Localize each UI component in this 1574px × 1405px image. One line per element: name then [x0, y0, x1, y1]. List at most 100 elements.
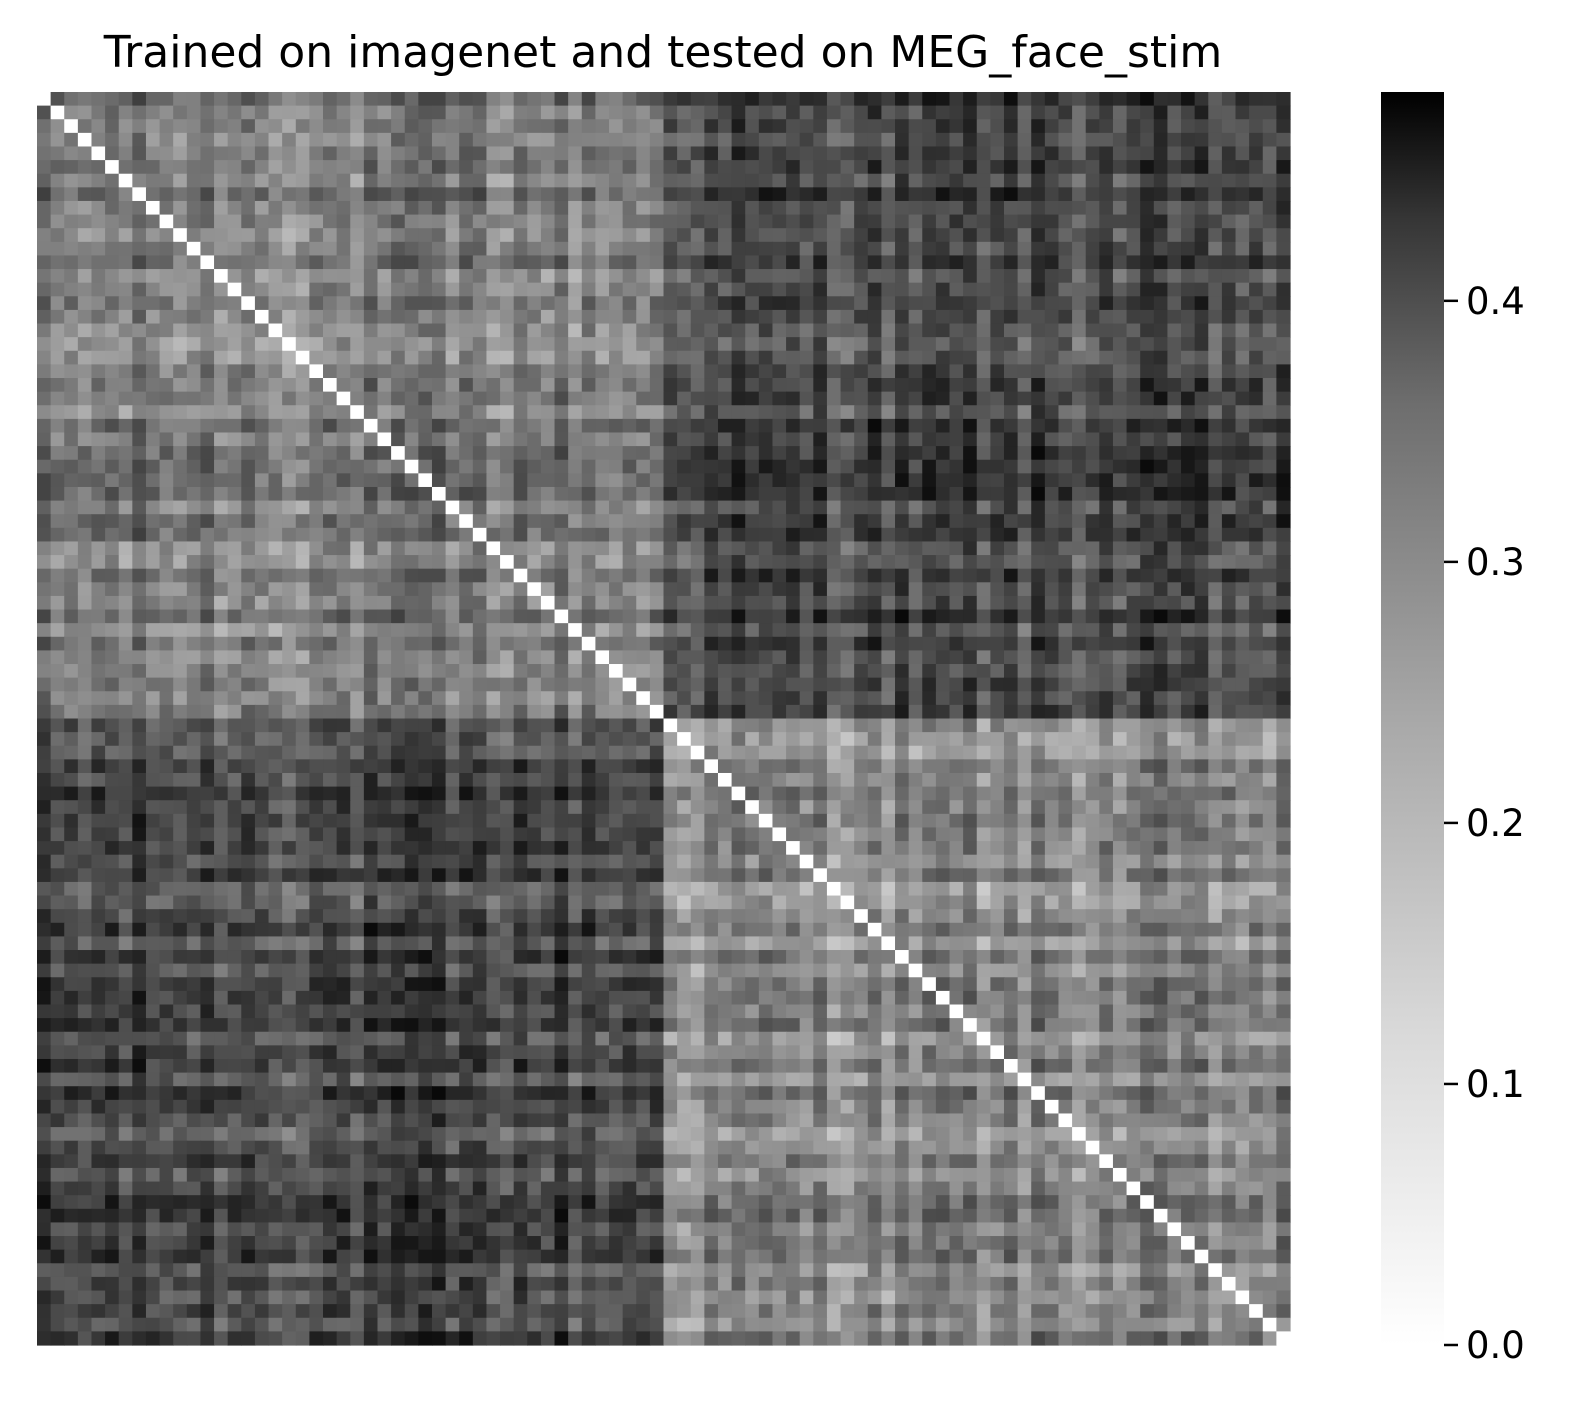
- heatmap-cell: [118, 160, 133, 175]
- heatmap-cell: [404, 650, 419, 665]
- heatmap-cell: [622, 732, 637, 747]
- heatmap-cell: [895, 514, 910, 529]
- heatmap-cell: [1140, 718, 1155, 733]
- heatmap-cell: [404, 772, 419, 788]
- heatmap-cell: [64, 446, 79, 461]
- heatmap-cell: [132, 173, 147, 188]
- heatmap-cell: [1153, 473, 1169, 488]
- heatmap-cell: [1262, 309, 1277, 325]
- heatmap-cell: [391, 759, 406, 774]
- heatmap-cell: [173, 813, 188, 829]
- heatmap-cell: [214, 582, 229, 597]
- heatmap-cell: [1249, 745, 1264, 760]
- heatmap-cell: [295, 418, 310, 434]
- heatmap-cell: [309, 146, 324, 161]
- heatmap-cell: [772, 432, 787, 447]
- heatmap-cell: [295, 350, 310, 365]
- heatmap-cell: [949, 514, 964, 529]
- heatmap-cell: [77, 813, 93, 829]
- heatmap-cell: [227, 160, 242, 175]
- heatmap-cell: [173, 200, 188, 216]
- heatmap-cell: [581, 405, 596, 420]
- heatmap-cell: [704, 582, 719, 597]
- heatmap-cell: [295, 405, 310, 420]
- heatmap-cell: [990, 446, 1005, 461]
- heatmap-cell: [908, 214, 923, 229]
- heatmap-cell: [1112, 623, 1128, 638]
- heatmap-cell: [391, 282, 406, 297]
- heatmap-cell: [1058, 718, 1073, 733]
- heatmap-cell: [595, 500, 610, 515]
- heatmap-cell: [1276, 555, 1291, 570]
- heatmap-cell: [609, 200, 624, 216]
- heatmap-cell: [527, 813, 542, 829]
- heatmap-cell: [1017, 473, 1032, 488]
- heatmap-cell: [1031, 418, 1046, 434]
- heatmap-cell: [1235, 337, 1250, 352]
- heatmap-cell: [200, 745, 215, 760]
- heatmap-cell: [77, 309, 93, 325]
- heatmap-cell: [895, 595, 910, 611]
- heatmap-cell: [391, 105, 406, 120]
- heatmap-cell: [772, 160, 787, 175]
- heatmap-cell: [145, 282, 161, 297]
- heatmap-cell: [159, 391, 174, 406]
- heatmap-cell: [758, 255, 774, 270]
- heatmap-cell: [282, 200, 297, 216]
- heatmap-cell: [1126, 364, 1141, 379]
- heatmap-cell: [581, 432, 596, 447]
- heatmap-cell: [459, 282, 474, 297]
- heatmap-cell: [622, 813, 637, 829]
- heatmap-cell: [595, 173, 610, 188]
- heatmap-cell: [540, 446, 556, 461]
- heatmap-cell: [527, 609, 542, 624]
- heatmap-cell: [1126, 691, 1141, 706]
- heatmap-cell: [690, 405, 705, 420]
- heatmap-cell: [336, 146, 351, 161]
- heatmap-cell: [64, 609, 79, 624]
- heatmap-cell: [363, 92, 379, 107]
- heatmap-cell: [568, 391, 583, 406]
- heatmap-cell: [895, 228, 910, 243]
- heatmap-cell: [323, 269, 338, 284]
- heatmap-cell: [622, 446, 637, 461]
- heatmap-cell: [50, 228, 65, 243]
- heatmap-cell: [50, 732, 65, 747]
- heatmap-cell: [963, 446, 978, 461]
- heatmap-cell: [922, 718, 937, 733]
- heatmap-cell: [377, 595, 392, 611]
- heatmap-cell: [159, 568, 174, 583]
- heatmap-cell: [854, 677, 869, 692]
- heatmap-cell: [1194, 269, 1209, 284]
- heatmap-cell: [813, 800, 828, 815]
- heatmap-cell: [745, 772, 760, 788]
- heatmap-cell: [840, 146, 855, 161]
- heatmap-cell: [595, 405, 610, 420]
- heatmap-cell: [486, 582, 501, 597]
- heatmap-cell: [1235, 459, 1250, 474]
- heatmap-cell: [377, 609, 392, 624]
- heatmap-cell: [132, 664, 147, 679]
- heatmap-cell: [717, 255, 733, 270]
- heatmap-cell: [186, 350, 202, 365]
- heatmap-cell: [1194, 187, 1209, 202]
- heatmap-cell: [513, 119, 528, 134]
- heatmap-cell: [1181, 759, 1196, 774]
- heatmap-cell: [241, 677, 256, 692]
- heatmap-cell: [636, 391, 651, 406]
- heatmap-cell: [1099, 582, 1114, 597]
- heatmap-cell: [91, 350, 106, 365]
- heatmap-cell: [513, 473, 528, 488]
- heatmap-cell: [50, 160, 65, 175]
- heatmap-cell: [949, 173, 964, 188]
- heatmap-cell: [581, 309, 596, 325]
- heatmap-cell: [227, 473, 242, 488]
- heatmap-cell: [786, 173, 801, 188]
- heatmap-cell: [1167, 691, 1182, 706]
- heatmap-cell: [77, 555, 93, 570]
- heatmap-cell: [527, 541, 542, 556]
- heatmap-cell: [350, 500, 365, 515]
- heatmap-cell: [377, 718, 392, 733]
- heatmap-cell: [486, 255, 501, 270]
- heatmap-cell: [295, 527, 310, 543]
